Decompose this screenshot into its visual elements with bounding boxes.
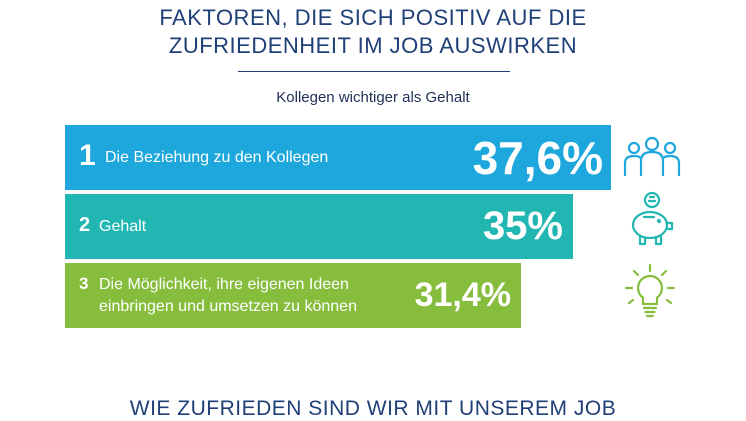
- people-group-icon: [623, 136, 681, 177]
- bar-label: Gehalt: [99, 216, 146, 238]
- bar-rank: 2: [79, 214, 91, 236]
- bar-label: Die Möglichkeit, ihre eigenen Ideen einbr…: [99, 274, 357, 318]
- bar-3: 3 Die Möglichkeit, ihre eigenen Ideen einb…: [65, 263, 521, 328]
- bar-value: 35%: [482, 204, 563, 248]
- bar-label-line: Die Beziehung zu den Kollegen: [105, 149, 329, 166]
- chart-subtitle: Kollegen wichtiger als Gehalt: [276, 89, 470, 106]
- bar-value: 37,6%: [472, 132, 603, 184]
- next-section-title: WIE ZUFRIEDEN SIND WIR MIT UNSEREM JOB: [129, 397, 617, 420]
- bar-label-line: Gehalt: [99, 218, 147, 235]
- piggy-bank-icon: [631, 191, 674, 246]
- title-divider: [238, 71, 510, 72]
- chart-title-line-2: ZUFRIEDENHEIT IM JOB AUSWIRKEN: [168, 33, 578, 58]
- bar-1: 1 Die Beziehung zu den Kollegen 37,6%: [65, 125, 611, 190]
- bar-label-line: Die Möglichkeit, ihre eigenen Ideen: [99, 276, 349, 293]
- bar-rank: 1: [79, 139, 96, 172]
- lightbulb-icon: [624, 263, 676, 318]
- bar-2: 2 Gehalt 35%: [65, 194, 573, 259]
- bar-value: 31,4%: [414, 276, 511, 314]
- bar-rank: 3: [79, 274, 89, 293]
- bar-label: Die Beziehung zu den Kollegen: [105, 147, 328, 169]
- bar-label-line: einbringen und umsetzen zu können: [99, 298, 357, 315]
- chart-title-line-1: FAKTOREN, DIE SICH POSITIV AUF DIE: [159, 5, 587, 30]
